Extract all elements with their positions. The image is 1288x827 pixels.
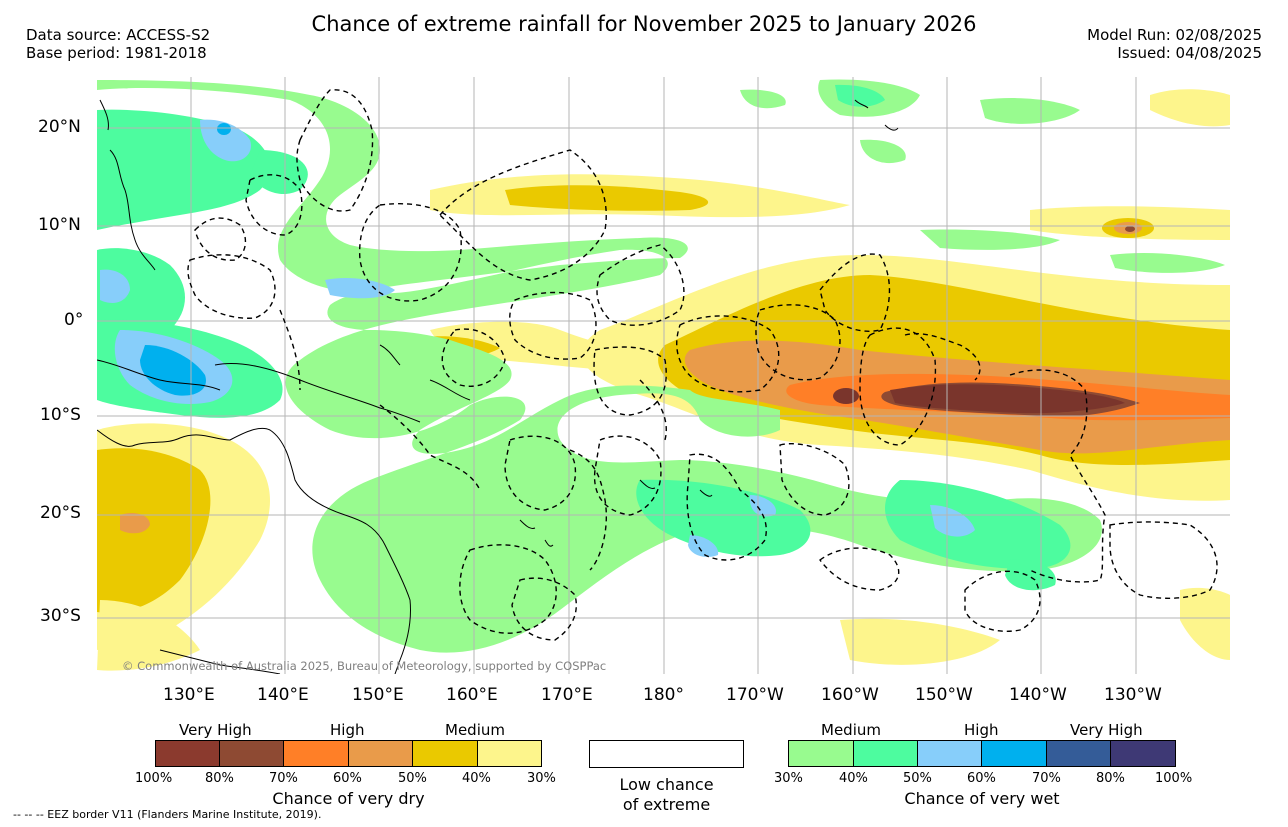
lon-label: 180° xyxy=(643,685,684,705)
wet-legend-title: Chance of very wet xyxy=(904,789,1060,808)
wet-tick: 30% xyxy=(774,771,803,786)
model-run-text: Model Run: 02/08/2025 xyxy=(1087,26,1262,44)
wet-tick: 100% xyxy=(1155,771,1193,786)
wet-swatch xyxy=(853,740,918,767)
map-title: Chance of extreme rainfall for November … xyxy=(311,12,977,36)
dry-tick: 40% xyxy=(462,771,491,786)
map-fields xyxy=(97,77,1230,674)
dry-swatch xyxy=(155,740,220,767)
dry-swatch xyxy=(348,740,413,767)
wet-colorbar xyxy=(788,740,1176,768)
dry-tick: 30% xyxy=(527,771,556,786)
eez-footnote: -- -- -- EEZ border V11 (Flanders Marine… xyxy=(13,808,322,821)
dry-tick: 100% xyxy=(135,771,173,786)
low-chance-line2: of extreme xyxy=(622,795,711,814)
dry-swatch xyxy=(412,740,478,767)
dry-swatch xyxy=(477,740,542,767)
graticule xyxy=(97,77,1230,674)
wet-tick: 80% xyxy=(1096,771,1125,786)
dry-tick: 60% xyxy=(333,771,362,786)
lon-label: 160°E xyxy=(446,685,498,705)
wet-tick: 70% xyxy=(1032,771,1061,786)
low-chance-line1: Low chance xyxy=(619,775,714,794)
wet-swatch xyxy=(788,740,854,767)
dry-tick: 70% xyxy=(269,771,298,786)
lon-label: 160°W xyxy=(821,685,879,705)
lon-label: 130°W xyxy=(1104,685,1162,705)
metadata-left: Data source: ACCESS-S2 Base period: 1981… xyxy=(26,26,210,62)
dry-legend-title: Chance of very dry xyxy=(272,789,425,808)
copyright-notice: © Commonwealth of Australia 2025, Bureau… xyxy=(122,659,607,673)
coastlines xyxy=(97,99,899,674)
wet-swatch xyxy=(981,740,1047,767)
data-source-text: Data source: ACCESS-S2 xyxy=(26,26,211,44)
wet-tick: 40% xyxy=(839,771,868,786)
base-period-text: Base period: 1981-2018 xyxy=(26,44,207,62)
lon-label: 140°E xyxy=(257,685,309,705)
lat-label: 0° xyxy=(64,310,84,330)
dry-category-label: Very High xyxy=(179,721,252,739)
wet-tick: 50% xyxy=(903,771,932,786)
dry-region xyxy=(97,89,1230,671)
lat-label: 30°S xyxy=(40,606,81,626)
wet-region xyxy=(97,79,1225,653)
wet-swatch xyxy=(1046,740,1111,767)
eez-borders xyxy=(187,89,1218,641)
dry-swatch xyxy=(219,740,284,767)
lat-label: 20°N xyxy=(38,117,81,137)
lon-label: 170°W xyxy=(726,685,784,705)
dry-swatch xyxy=(283,740,349,767)
wet-category-label: High xyxy=(964,721,999,739)
issued-text: Issued: 04/08/2025 xyxy=(1117,44,1262,62)
lon-label: 150°W xyxy=(915,685,973,705)
lat-label: 20°S xyxy=(40,503,81,523)
wet-swatch xyxy=(1110,740,1176,767)
wet-swatch xyxy=(917,740,982,767)
wet-category-label: Medium xyxy=(821,721,881,739)
dry-tick: 80% xyxy=(205,771,234,786)
lon-label: 140°W xyxy=(1009,685,1067,705)
metadata-right: Model Run: 02/08/2025 Issued: 04/08/2025 xyxy=(1087,26,1262,62)
lat-label: 10°S xyxy=(40,405,81,425)
lon-label: 130°E xyxy=(163,685,215,705)
lon-label: 150°E xyxy=(352,685,404,705)
lat-label: 10°N xyxy=(38,215,81,235)
dry-category-label: High xyxy=(330,721,365,739)
dry-colorbar xyxy=(155,740,542,768)
lon-label: 170°E xyxy=(541,685,593,705)
dry-category-label: Medium xyxy=(445,721,505,739)
wet-category-label: Very High xyxy=(1070,721,1143,739)
wet-tick: 60% xyxy=(967,771,996,786)
low-chance-swatch xyxy=(589,740,744,768)
dry-tick: 50% xyxy=(398,771,427,786)
